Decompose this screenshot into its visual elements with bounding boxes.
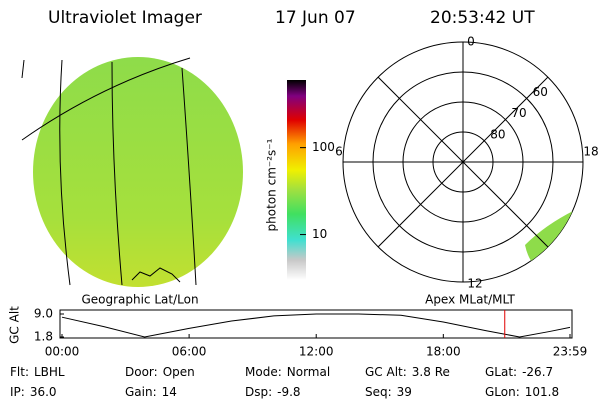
field-label: GLon: — [485, 385, 520, 399]
y-tick-label: 9.0 — [34, 307, 53, 321]
colorbar-tick-label: 100 — [312, 140, 335, 154]
polar-plot — [342, 41, 584, 283]
field-label: Dsp: — [245, 385, 272, 399]
meridian — [21, 59, 25, 79]
footer-field: Mode: Normal — [245, 365, 330, 379]
colorbar-label: photon cm⁻²s⁻¹ — [265, 138, 279, 231]
field-value: 3.8 Re — [412, 365, 450, 379]
y-tick-label: 1.8 — [34, 330, 53, 344]
lat-label: 80 — [490, 127, 505, 141]
mlt-label: 6 — [335, 145, 343, 159]
lat-ring — [372, 71, 554, 253]
polar-label: Apex MLat/MLT — [425, 293, 515, 307]
geographic-image — [21, 57, 243, 287]
colorbar — [287, 80, 306, 280]
x-tick-label: 12:00 — [299, 345, 334, 359]
coastline — [131, 267, 181, 283]
footer-field: Seq: 39 — [365, 385, 412, 399]
field-value: LBHL — [34, 365, 65, 379]
lat-label: 70 — [511, 106, 526, 120]
mlt-label: 12 — [467, 277, 482, 291]
mlt-label: 18 — [583, 145, 598, 159]
polar-axis — [377, 76, 549, 248]
latitude-line — [21, 57, 191, 141]
field-label: Flt: — [10, 365, 29, 379]
field-value: 101.8 — [525, 385, 559, 399]
field-label: Gain: — [125, 385, 157, 399]
footer-field: GC Alt: 3.8 Re — [365, 365, 450, 379]
x-tick-label: 23:59 — [553, 345, 588, 359]
field-value: 36.0 — [30, 385, 57, 399]
x-tick-label: 06:00 — [172, 345, 207, 359]
earth-disk — [33, 57, 243, 287]
field-label: Seq: — [365, 385, 392, 399]
field-value: Normal — [287, 365, 330, 379]
field-label: IP: — [10, 385, 25, 399]
time: 20:53:42 UT — [430, 8, 535, 28]
colorbar-tick-label: 10 — [312, 227, 327, 241]
meridian — [181, 67, 197, 286]
x-tick-label: 00:00 — [45, 345, 80, 359]
footer-field: IP: 36.0 — [10, 385, 57, 399]
footer-field: Gain: 14 — [125, 385, 177, 399]
field-value: -9.8 — [277, 385, 300, 399]
field-label: GC Alt: — [365, 365, 407, 379]
footer-field: Flt: LBHL — [10, 365, 65, 379]
lat-ring — [432, 131, 494, 193]
field-label: Door: — [125, 365, 158, 379]
field-label: Mode: — [245, 365, 282, 379]
altitude-label: GC Alt — [8, 306, 22, 344]
field-label: GLat: — [485, 365, 517, 379]
lat-label: 60 — [533, 85, 548, 99]
meridian — [111, 61, 123, 286]
field-value: -26.7 — [522, 365, 553, 379]
field-value: 14 — [162, 385, 177, 399]
footer-field: GLon: 101.8 — [485, 385, 559, 399]
lat-ring — [402, 101, 524, 223]
footer-field: GLat: -26.7 — [485, 365, 553, 379]
footer-field: Dsp: -9.8 — [245, 385, 301, 399]
x-tick-label: 18:00 — [426, 345, 461, 359]
date: 17 Jun 07 — [275, 8, 356, 28]
meridian — [59, 59, 71, 286]
mlt-label: 0 — [467, 35, 475, 49]
field-value: 39 — [397, 385, 412, 399]
geo-label: Geographic Lat/Lon — [81, 293, 198, 307]
altitude-line — [61, 313, 571, 338]
title: Ultraviolet Imager — [48, 8, 202, 28]
footer-field: Door: Open — [125, 365, 195, 379]
field-value: Open — [163, 365, 195, 379]
